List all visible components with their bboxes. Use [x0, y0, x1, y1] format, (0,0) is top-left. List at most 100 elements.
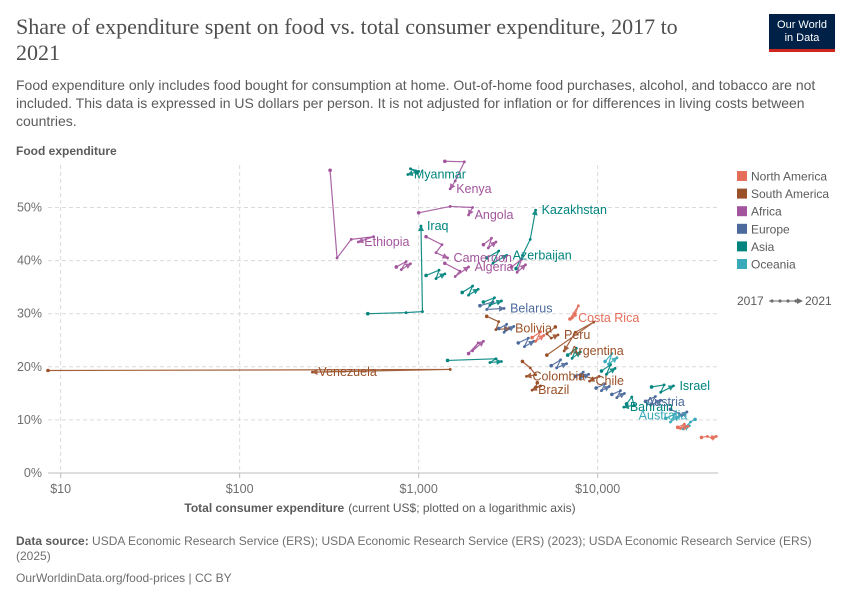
- trajectory-line: [483, 296, 503, 307]
- trajectory-venezuela[interactable]: [46, 368, 452, 376]
- data-point: [587, 372, 591, 376]
- data-point: [680, 414, 684, 418]
- legend: North America South America Africa Europe As…: [737, 170, 832, 308]
- country-label: Bahrain: [630, 400, 673, 414]
- trajectory[interactable]: [643, 395, 663, 407]
- trajectory-costa-rica[interactable]: [568, 304, 580, 321]
- legend-label[interactable]: Asia: [751, 240, 775, 254]
- legend-label[interactable]: South America: [751, 187, 829, 201]
- legend-label[interactable]: Europe: [751, 222, 790, 236]
- data-point: [669, 420, 672, 424]
- data-point: [622, 391, 626, 395]
- data-point: [448, 368, 452, 371]
- data-point: [481, 300, 486, 304]
- trajectory[interactable]: [610, 389, 626, 400]
- data-point: [488, 303, 492, 307]
- data-point: [673, 412, 677, 416]
- country-label: Chile: [595, 374, 624, 388]
- trajectory-austria[interactable]: [668, 407, 689, 418]
- legend-label[interactable]: Oceania: [751, 258, 796, 272]
- data-point: [668, 407, 673, 412]
- trajectory[interactable]: [675, 422, 690, 431]
- trajectory[interactable]: [549, 358, 568, 370]
- trajectory-peru[interactable]: [545, 325, 560, 340]
- data-point: [458, 269, 462, 273]
- trajectory[interactable]: [573, 370, 591, 380]
- data-point: [597, 374, 601, 378]
- trajectory[interactable]: [466, 339, 485, 356]
- data-point: [424, 273, 428, 278]
- url-license[interactable]: OurWorldinData.org/food-prices | CC BY: [16, 571, 232, 585]
- trajectory[interactable]: [445, 357, 503, 365]
- legend-label[interactable]: Africa: [751, 205, 782, 219]
- trajectory-argentina[interactable]: [545, 320, 596, 357]
- data-point: [443, 261, 447, 266]
- data-point: [649, 403, 653, 407]
- trajectory[interactable]: [530, 330, 546, 343]
- data-point: [693, 417, 697, 422]
- trajectory-line: [406, 168, 421, 177]
- chart-subtitle: Food expenditure only includes food boug…: [16, 77, 816, 129]
- trajectory[interactable]: [603, 352, 619, 366]
- data-point: [460, 290, 464, 295]
- legend-label[interactable]: North America: [751, 170, 827, 184]
- trajectory[interactable]: [663, 412, 681, 424]
- trajectory[interactable]: [594, 382, 611, 393]
- trajectory-ethiopia[interactable]: [328, 168, 375, 260]
- data-point: [545, 353, 549, 357]
- trajectory-line: [425, 269, 446, 280]
- data-point: [699, 435, 704, 440]
- trajectory-line: [515, 209, 538, 269]
- trajectory-line: [569, 305, 579, 320]
- trajectory-kenya[interactable]: [443, 159, 466, 191]
- data-point: [311, 370, 314, 374]
- trajectory-kazakhstan[interactable]: [514, 208, 538, 271]
- trajectory[interactable]: [424, 268, 447, 281]
- data-point: [440, 243, 444, 247]
- data-point: [434, 251, 438, 255]
- data-point: [710, 436, 714, 440]
- trajectory-azerbaijan[interactable]: [484, 249, 509, 265]
- data-point: [610, 392, 614, 397]
- data-point: [494, 240, 498, 244]
- data-point: [562, 349, 566, 353]
- trajectory[interactable]: [481, 296, 503, 307]
- trajectory-line: [604, 353, 618, 366]
- trajectory[interactable]: [699, 434, 718, 441]
- x-tick-label: $10: [50, 482, 71, 496]
- trajectory-cameroon[interactable]: [424, 234, 449, 260]
- trajectory[interactable]: [509, 257, 527, 275]
- trajectory[interactable]: [599, 362, 617, 376]
- trajectory-myanmar[interactable]: [406, 167, 421, 177]
- country-label: Costa Rica: [578, 311, 639, 325]
- trajectory[interactable]: [565, 346, 582, 361]
- trajectory-line: [447, 358, 503, 365]
- data-point: [476, 287, 480, 291]
- trajectory[interactable]: [496, 322, 516, 334]
- data-point: [471, 349, 474, 353]
- trajectory-line: [396, 260, 412, 271]
- legend-swatch: [737, 206, 747, 217]
- data-point: [624, 402, 629, 406]
- data-point: [349, 237, 353, 241]
- trajectory[interactable]: [394, 260, 412, 272]
- trajectory-israel[interactable]: [649, 383, 675, 394]
- data-point: [672, 384, 675, 388]
- data-point: [505, 322, 509, 326]
- trajectory-brazil[interactable]: [530, 380, 543, 392]
- trajectory[interactable]: [460, 284, 480, 297]
- x-axis-title-rest: (current US$; plotted on a logarithmic a…: [348, 501, 575, 515]
- trajectory-line: [595, 382, 611, 393]
- trajectory-colombia[interactable]: [520, 359, 538, 379]
- trajectory-iraq[interactable]: [366, 224, 425, 316]
- data-point: [643, 399, 648, 404]
- trajectory-angola[interactable]: [416, 205, 474, 217]
- data-point: [630, 395, 634, 399]
- data-point: [565, 353, 570, 357]
- trajectory-algeria[interactable]: [443, 261, 470, 278]
- trajectory[interactable]: [481, 236, 498, 250]
- trajectory-bahrain[interactable]: [622, 395, 636, 410]
- owid-logo[interactable]: Our World in Data: [769, 14, 835, 52]
- x-tick-label: $100: [226, 482, 254, 496]
- data-point: [677, 412, 681, 415]
